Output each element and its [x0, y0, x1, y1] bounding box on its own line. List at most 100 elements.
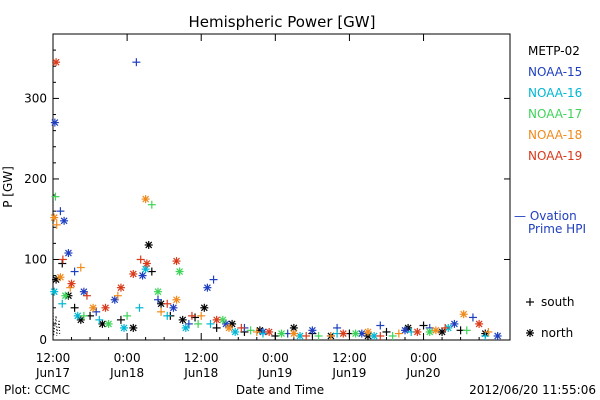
- data-point-south: [187, 311, 196, 320]
- data-point-north: [351, 329, 360, 338]
- y-tick-label: 200: [24, 172, 47, 186]
- x-tick-date-label: Jun20: [406, 366, 441, 380]
- data-point-north: [363, 327, 372, 336]
- legend-marker-south: [526, 298, 534, 306]
- x-axis-label: Date and Time: [236, 383, 324, 397]
- y-tick-label: 300: [24, 91, 47, 105]
- data-point-south: [462, 326, 471, 335]
- data-point-south: [209, 275, 218, 284]
- data-point-north: [231, 327, 240, 336]
- data-point-north: [450, 319, 459, 328]
- data-point-north: [413, 327, 422, 336]
- data-point-south: [197, 311, 206, 320]
- data-point-south: [58, 259, 67, 268]
- data-point-north: [289, 329, 298, 338]
- ovation-hpi-line: [52, 303, 61, 337]
- data-point-north: [221, 319, 230, 328]
- x-tick-time-label: 0:00: [114, 351, 141, 365]
- data-point-south: [388, 331, 397, 340]
- y-tick-label: 0: [39, 333, 47, 347]
- data-point-north: [129, 269, 138, 278]
- data-point-south: [271, 331, 280, 340]
- data-point-north: [141, 195, 150, 204]
- legend-entry: METP-02: [528, 44, 580, 58]
- data-point-north: [110, 295, 119, 304]
- data-point-north: [228, 319, 237, 328]
- data-point-south: [132, 58, 141, 67]
- data-point-north: [138, 271, 147, 280]
- data-point-south: [56, 207, 65, 216]
- data-point-north: [277, 329, 286, 338]
- data-point-north: [308, 326, 317, 335]
- data-point-north: [50, 287, 59, 296]
- data-point-south: [123, 311, 132, 320]
- data-point-north: [50, 213, 59, 222]
- data-point-south: [237, 323, 246, 332]
- x-tick-date-label: Jun18: [183, 366, 218, 380]
- data-point-north: [425, 327, 434, 336]
- data-point-north: [120, 323, 129, 332]
- legend-entry: NOAA-16: [528, 86, 582, 100]
- data-point-south: [147, 267, 156, 276]
- data-point-north: [64, 249, 73, 258]
- ovation-hpi-polyline: [52, 303, 61, 337]
- data-point-south: [153, 295, 162, 304]
- data-point-south: [484, 327, 493, 336]
- data-point-north: [79, 287, 88, 296]
- x-tick-time-label: 0:00: [262, 351, 289, 365]
- x-tick-date-label: Jun17: [35, 366, 70, 380]
- data-point-north: [129, 323, 138, 332]
- data-point-north: [52, 58, 61, 67]
- data-point-south: [468, 313, 477, 322]
- y-axis-label: P [GW]: [1, 166, 15, 208]
- data-point-north: [212, 315, 221, 324]
- data-point-north: [296, 331, 305, 340]
- data-point-north: [142, 259, 151, 268]
- chart-title: Hemispheric Power [GW]: [189, 13, 376, 31]
- data-point-north: [73, 311, 82, 320]
- data-point-south: [58, 255, 67, 264]
- legend-marker-label: south: [541, 295, 575, 309]
- data-point-north: [178, 315, 187, 324]
- data-point-south: [302, 331, 311, 340]
- data-point-south: [258, 329, 267, 338]
- data-point-south: [246, 326, 255, 335]
- x-tick-time-label: 12:00: [332, 351, 367, 365]
- data-markers: [50, 58, 502, 340]
- data-point-south: [326, 331, 335, 340]
- data-point-north: [60, 216, 69, 225]
- data-point-south: [79, 311, 88, 320]
- x-axis: 12:00Jun170:00Jun1812:00Jun180:00Jun1912…: [35, 34, 480, 380]
- data-point-south: [314, 331, 323, 340]
- data-point-north: [289, 323, 298, 332]
- series-metp-02: [52, 240, 490, 340]
- data-point-north: [144, 240, 153, 249]
- data-point-south: [419, 321, 428, 330]
- data-point-north: [200, 303, 209, 312]
- data-point-south: [481, 331, 490, 340]
- data-point-north: [50, 118, 59, 127]
- data-point-south: [376, 331, 385, 340]
- data-point-south: [51, 192, 60, 201]
- series-noaa-18: [50, 195, 493, 340]
- data-point-north: [141, 265, 150, 274]
- legend-entry: NOAA-18: [528, 128, 582, 142]
- x-tick-date-label: Jun19: [331, 366, 366, 380]
- data-point-north: [401, 326, 410, 335]
- legend-ovation-line1: — Ovation: [514, 209, 577, 223]
- data-point-south: [157, 307, 166, 316]
- data-point-south: [376, 321, 385, 330]
- data-point-north: [181, 323, 190, 332]
- x-tick-time-label: 12:00: [184, 351, 219, 365]
- x-tick-time-label: 12:00: [36, 351, 71, 365]
- data-point-south: [82, 291, 91, 300]
- data-point-south: [76, 263, 85, 272]
- data-point-north: [169, 303, 178, 312]
- data-point-south: [92, 307, 101, 316]
- data-point-north: [153, 287, 162, 296]
- series-noaa-19: [52, 58, 484, 340]
- data-point-south: [58, 299, 67, 308]
- data-point-south: [394, 329, 403, 338]
- data-point-north: [104, 319, 113, 328]
